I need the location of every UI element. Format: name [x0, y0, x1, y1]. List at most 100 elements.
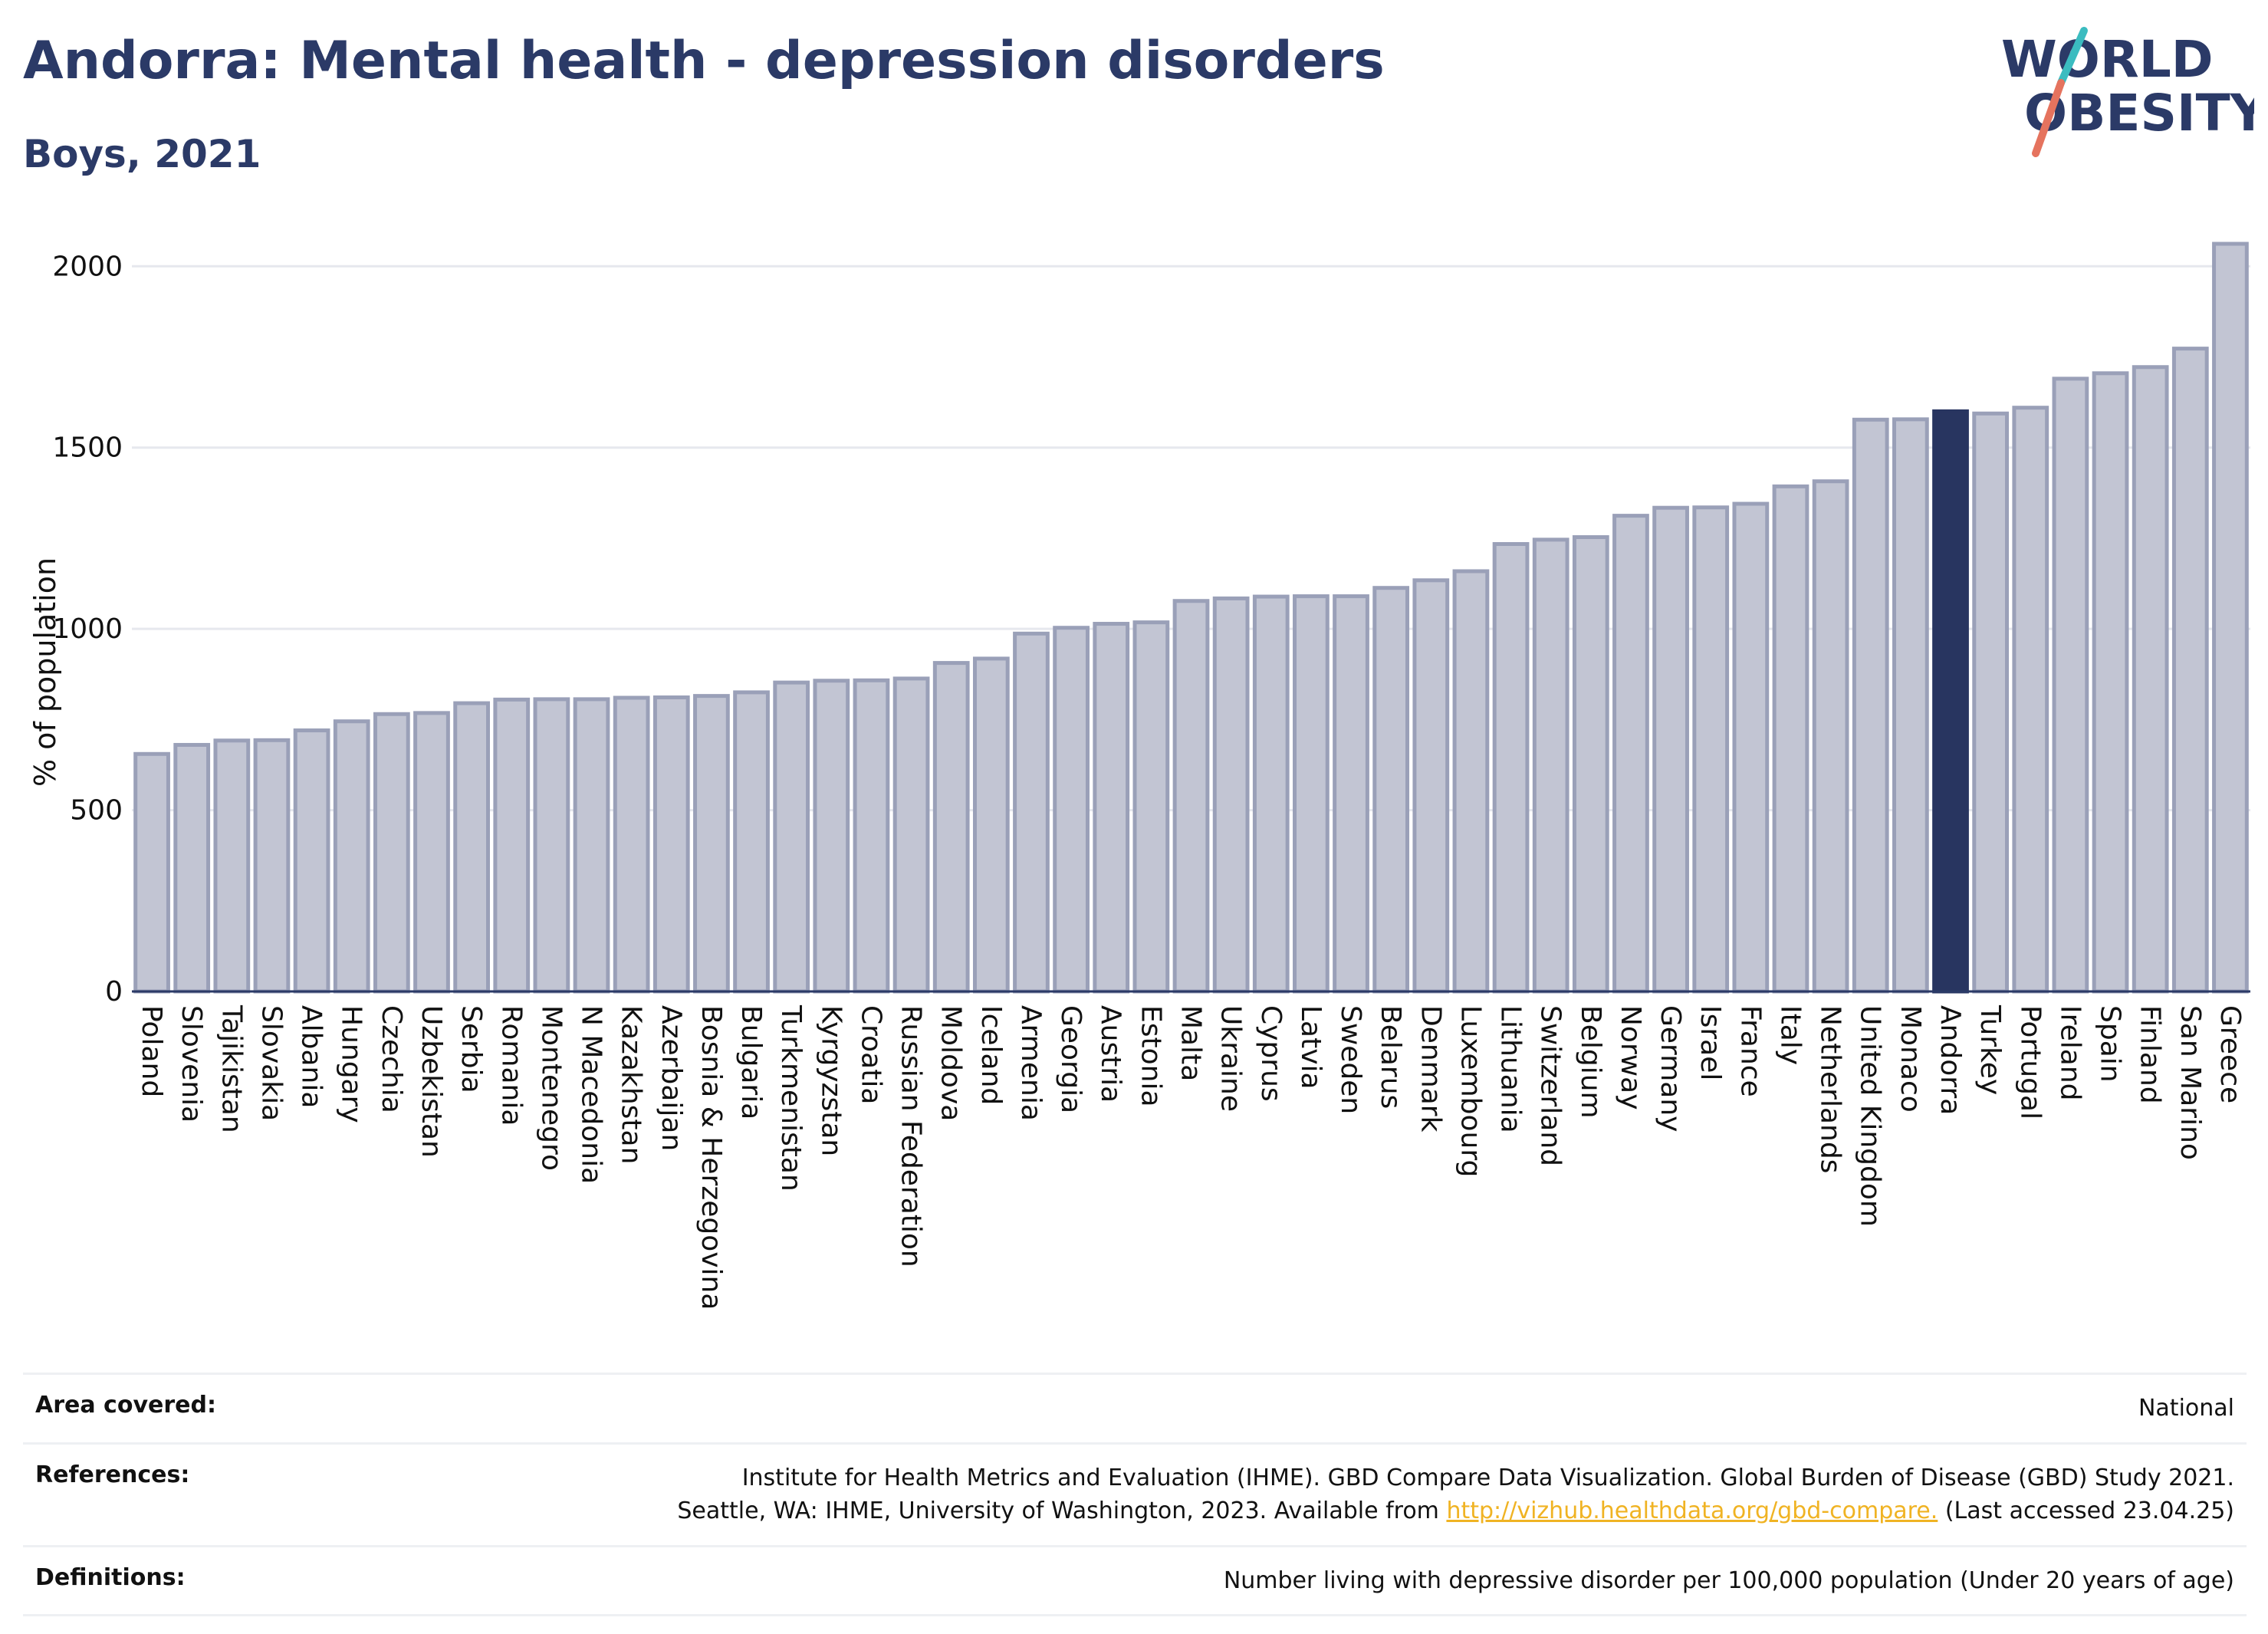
- x-tick-label: Finland: [2135, 1005, 2166, 1104]
- x-tick-label: Estonia: [1135, 1005, 1166, 1107]
- bar-greece: [2212, 242, 2249, 994]
- x-tick-label: Moldova: [935, 1005, 967, 1121]
- definitions-label: Definitions:: [35, 1563, 186, 1591]
- logo-line-1: WORLD: [2001, 30, 2214, 89]
- x-tick-label: Israel: [1694, 1005, 1726, 1080]
- bar-croatia: [853, 678, 890, 994]
- x-tick-label: Azerbaijan: [656, 1005, 687, 1151]
- references-line-1: Institute for Health Metrics and Evaluat…: [741, 1464, 2234, 1491]
- x-tick-label: Austria: [1095, 1005, 1126, 1103]
- bar-slovenia: [173, 742, 211, 994]
- bar-czechia: [373, 712, 410, 994]
- references-line-2-post: (Last accessed 23.04.25): [1938, 1498, 2234, 1524]
- bar-serbia: [453, 701, 490, 994]
- y-tick-label: 0: [105, 976, 123, 1008]
- bar-austria: [1093, 622, 1130, 994]
- x-tick-label: Ireland: [2054, 1005, 2086, 1101]
- references-label: References:: [35, 1461, 190, 1488]
- x-tick-label: Hungary: [336, 1005, 367, 1123]
- bar-san-marino: [2171, 347, 2209, 994]
- y-axis-title: % of population: [28, 557, 62, 787]
- references-line-2-pre: Seattle, WA: IHME, University of Washing…: [677, 1498, 1447, 1524]
- x-tick-label: Malta: [1175, 1005, 1207, 1081]
- definitions-row: Definitions: Number living with depressi…: [23, 1544, 2247, 1616]
- x-tick-label: Kyrgyzstan: [815, 1005, 846, 1156]
- area-covered-row: Area covered: National: [23, 1373, 2247, 1442]
- x-tick-label: Montenegro: [535, 1005, 567, 1171]
- x-tick-label: Turkey: [1974, 1004, 2006, 1095]
- x-tick-label: Belarus: [1375, 1005, 1406, 1109]
- bar-hungary: [333, 719, 370, 994]
- bar-latvia: [1293, 594, 1330, 994]
- bar-sweden: [1333, 594, 1369, 994]
- logo-slash-top: [2057, 27, 2088, 87]
- bar-albania: [293, 728, 330, 994]
- x-tick-label: Luxembourg: [1454, 1005, 1486, 1177]
- x-tick-label: United Kingdom: [1855, 1005, 1886, 1227]
- y-tick-label: 2000: [52, 251, 123, 282]
- area-covered-value: National: [2138, 1395, 2234, 1422]
- x-tick-label: Poland: [136, 1005, 167, 1097]
- x-tick-label: Bosnia & Herzegovina: [695, 1005, 727, 1310]
- bar-turkey: [1972, 411, 2010, 994]
- bar-russian-federation: [892, 676, 930, 994]
- x-tick-label: Slovakia: [255, 1005, 287, 1121]
- bar-turkmenistan: [773, 680, 810, 994]
- bar-cyprus: [1252, 594, 1290, 994]
- x-tick-label: Armenia: [1015, 1005, 1047, 1121]
- x-tick-label: Netherlands: [1815, 1005, 1846, 1173]
- bar-moldova: [932, 661, 970, 994]
- bar-n-macedonia: [573, 697, 610, 994]
- x-tick-label: Turkmenistan: [775, 1004, 807, 1192]
- x-tick-label: Slovenia: [176, 1005, 207, 1123]
- x-tick-label: Albania: [296, 1005, 327, 1108]
- bar-netherlands: [1812, 479, 1849, 994]
- x-tick-label: Russian Federation: [896, 1005, 927, 1267]
- logo-line-2: OBESITY: [2024, 84, 2254, 143]
- bar-belarus: [1372, 586, 1410, 994]
- bar-israel: [1692, 505, 1730, 994]
- bar-luxembourg: [1452, 569, 1490, 994]
- x-tick-label: Italy: [1774, 1005, 1806, 1065]
- bar-kazakhstan: [613, 695, 650, 994]
- bar-azerbaijan: [652, 695, 690, 994]
- x-tick-label: Iceland: [975, 1005, 1007, 1105]
- x-tick-label: Czechia: [376, 1005, 407, 1113]
- bar-france: [1732, 501, 1770, 994]
- x-tick-label: Cyprus: [1255, 1005, 1287, 1102]
- axes: 0 500 1000 1500 2000 Poland Slovenia Tajikistan…: [52, 251, 2250, 1310]
- bar-georgia: [1053, 626, 1090, 994]
- references-link[interactable]: http://vizhub.healthdata.org/gbd-compare…: [1446, 1498, 1938, 1524]
- x-tick-label: San Marino: [2174, 1005, 2206, 1160]
- x-tick-label: Romania: [495, 1005, 527, 1126]
- bar-italy: [1772, 484, 1809, 994]
- bar-armenia: [1013, 631, 1050, 994]
- x-tick-label: Spain: [2095, 1005, 2126, 1083]
- x-tick-label: Germany: [1655, 1005, 1686, 1132]
- x-tick-label: Tajikistan: [215, 1004, 247, 1133]
- chart-title: Andorra: Mental health - depression diso…: [23, 31, 1385, 91]
- area-covered-label: Area covered:: [35, 1392, 216, 1419]
- x-tick-label: Portugal: [2014, 1005, 2046, 1119]
- bar-spain: [2092, 371, 2129, 994]
- bar-malta: [1172, 599, 1210, 994]
- x-tick-label: Uzbekistan: [416, 1005, 447, 1158]
- bar-belgium: [1572, 535, 1609, 994]
- bars: [133, 242, 2249, 994]
- bar-lithuania: [1492, 541, 1530, 994]
- bar-finland: [2132, 365, 2169, 994]
- bar-germany: [1652, 505, 1689, 994]
- definitions-value: Number living with depressive disorder p…: [1223, 1567, 2234, 1594]
- x-tick-label: Lithuania: [1495, 1005, 1527, 1133]
- y-tick-label: 500: [70, 795, 123, 827]
- bar-united-kingdom: [1852, 417, 1889, 994]
- x-tick-label: Croatia: [855, 1005, 886, 1104]
- bar-ukraine: [1212, 596, 1250, 994]
- bar-poland: [133, 751, 170, 994]
- bar-romania: [493, 697, 531, 994]
- bar-ireland: [2052, 376, 2089, 994]
- bar-tajikistan: [213, 738, 251, 994]
- bar-estonia: [1132, 620, 1170, 994]
- bar-montenegro: [533, 697, 570, 994]
- x-tick-label: Belgium: [1575, 1005, 1606, 1119]
